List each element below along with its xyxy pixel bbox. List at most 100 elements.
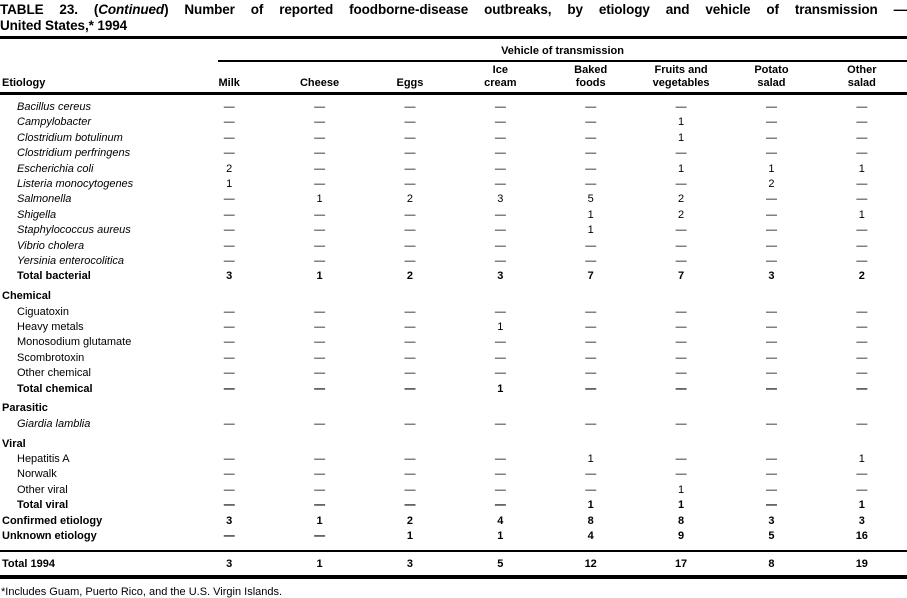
row-label: Norwalk [17,468,57,481]
spanner-vehicle-of-transmission: Vehicle of transmission [218,45,907,62]
cell-value: — [585,483,597,496]
cell-value: — [314,254,326,267]
cell-value [636,437,726,452]
column-header-other-salad: Other salad [817,64,907,92]
table-row: Staphylococcus aureus — — — — 1 — — — [0,223,907,238]
row-label: Total viral [17,499,69,512]
cell-value: — [585,147,597,160]
title-divider-rule [0,36,907,39]
cell-value [274,437,364,452]
cell-value: — [223,336,235,349]
cell-value: — [404,147,416,160]
cell-value: — [314,453,326,466]
cell-value: — [494,417,506,430]
cell-value: — [314,499,326,512]
cell-value [184,437,274,452]
cell-value: — [404,336,416,349]
cell-value [546,401,636,416]
table-row: Campylobacter — — — — — 1 — — [0,115,907,130]
cell-value: — [314,101,326,113]
cell-value: — [765,101,777,113]
cell-value: — [765,336,777,349]
table-row: Clostridium botulinum — — — — — 1 — — [0,131,907,146]
cell-value [455,289,545,304]
cell-value: 2 [678,193,685,206]
column-header-line: Ice [492,64,508,76]
column-header-line: Eggs [396,76,424,89]
table-row: Vibrio cholera — — — — — — — — [0,239,907,254]
cell-value: — [404,417,416,430]
cell-value: 3 [226,514,233,527]
cell-value: — [314,351,326,364]
spanner-row: Vehicle of transmission [0,45,907,62]
cell-value: 5 [587,193,594,206]
cell-value: — [856,417,868,430]
cell-value: — [765,417,777,430]
cell-value: — [675,147,687,160]
cell-value: — [765,224,777,237]
cell-value: — [856,305,868,318]
cell-value: — [494,336,506,349]
cell-value: — [314,417,326,430]
cell-value: — [314,116,326,129]
cell-value [274,401,364,416]
cell-value [636,401,726,416]
cell-value: — [223,351,235,364]
cell-value: — [675,254,687,267]
cell-value: — [585,101,597,113]
table-row: Total 1994 3 1 3 5 12 17 8 19 [0,550,907,572]
cell-value: — [494,499,506,512]
cell-value: — [314,382,326,395]
cell-value: — [404,483,416,496]
cell-value [726,437,816,452]
row-label: Staphylococcus aureus [17,224,131,237]
cell-value: — [585,351,597,364]
cell-value: — [314,483,326,496]
cell-value: — [404,499,416,512]
cell-value: — [856,224,868,237]
table-row: Listeria monocytogenes 1 — — — — — 2 — [0,177,907,192]
cell-value: 2 [858,270,865,283]
cell-value: 4 [587,530,594,543]
table-row: Norwalk — — — — — — — — [0,467,907,482]
cell-value: — [856,147,868,160]
cell-value: — [856,101,868,113]
cell-value: — [223,367,235,380]
cell-value [184,289,274,304]
cell-value: — [494,131,506,144]
cell-value [365,401,455,416]
cell-value: 1 [226,177,233,190]
cell-value: — [856,239,868,252]
column-header-line: Baked [574,64,608,76]
cell-value: 5 [497,558,504,571]
cell-value: 1 [316,193,323,206]
cell-value: — [494,305,506,318]
cell-value: 1 [678,483,685,496]
cell-value: — [223,224,235,237]
cell-value: — [856,367,868,380]
cell-value: — [314,131,326,144]
cell-value: 8 [678,514,685,527]
cell-value [365,437,455,452]
cell-value: — [314,177,326,190]
cell-value: — [404,453,416,466]
cell-value: — [856,336,868,349]
cell-value: — [765,305,777,318]
cell-value: — [494,177,506,190]
cell-value: 9 [678,530,685,543]
cell-value: 12 [584,558,597,571]
cell-value: — [314,336,326,349]
cell-value: — [223,530,235,543]
cell-value: — [223,131,235,144]
cell-value: — [314,208,326,221]
cell-value: — [223,116,235,129]
row-label: Other chemical [17,367,91,380]
cell-value: — [404,131,416,144]
cell-value: — [494,208,506,221]
cell-value: — [765,499,777,512]
footnote: *Includes Guam, Puerto Rico, and the U.S… [1,586,283,598]
row-label: Clostridium perfringens [17,147,131,160]
column-header-line: Cheese [299,76,340,89]
table-row: Confirmed etiology 3 1 2 4 8 8 3 3 [0,514,907,529]
